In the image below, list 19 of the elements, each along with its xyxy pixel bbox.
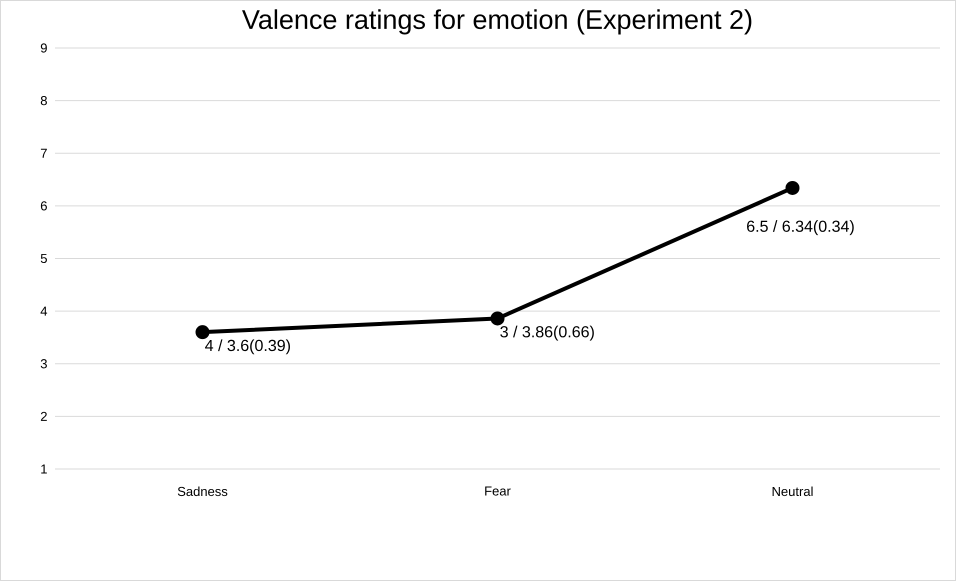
data-label: 6.5 / 6.34(0.34): [747, 220, 854, 236]
data-label: 3 / 3.86(0.66): [500, 326, 594, 341]
data-label: 4 / 3.6(0.39): [205, 339, 290, 354]
y-tick-label: 1: [41, 464, 47, 474]
y-tick-label: 7: [40, 148, 47, 158]
x-tick-label: Sadness: [178, 486, 228, 496]
y-tick-label: 8: [40, 96, 47, 106]
y-tick-label: 3: [40, 359, 47, 368]
point: [490, 311, 505, 326]
y-tick-label: 2: [40, 412, 47, 421]
x-tick-label: Neutral: [772, 486, 813, 496]
y-tick-label: 5: [40, 254, 47, 264]
x-tick-label: Fear: [485, 486, 511, 496]
point: [786, 180, 800, 195]
y-tick-label: 4: [40, 306, 48, 316]
point: [196, 325, 210, 340]
y-tick-label: 6: [40, 201, 47, 210]
chart-title: Valence ratings for emotion (Experiment 2): [242, 9, 752, 34]
y-tick-label: 9: [40, 43, 47, 53]
